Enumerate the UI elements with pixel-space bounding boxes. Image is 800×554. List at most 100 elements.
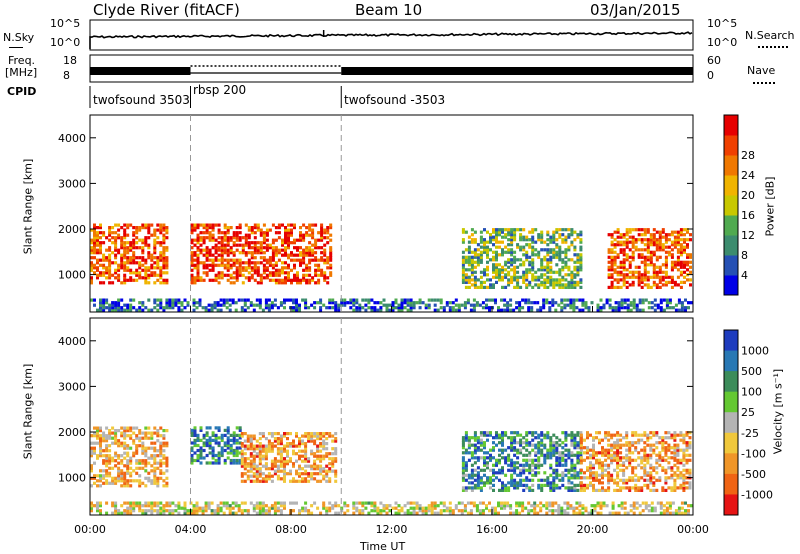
velocity-echo-cell (637, 456, 641, 460)
velocity-echo-cell (540, 451, 544, 455)
power-echo-cell (156, 228, 160, 232)
velocity-echo-cell (611, 506, 615, 510)
velocity-echo-cell (243, 459, 247, 463)
velocity-echo-cell (673, 448, 677, 452)
power-echo-cell (123, 268, 127, 272)
velocity-echo-cell (498, 458, 501, 462)
power-echo-cell (114, 248, 118, 252)
nsearch-tick-high: 10^5 (707, 17, 738, 30)
power-echo-cell (162, 248, 166, 252)
power-echo-cell (293, 241, 296, 245)
velocity-echo-cell (650, 501, 654, 505)
power-echo-cell (622, 250, 626, 254)
power-echo-cell (144, 271, 148, 275)
power-echo-cell (296, 248, 299, 252)
velocity-echo-cell (501, 471, 504, 475)
power-echo-cell (117, 248, 121, 252)
velocity-echo-cell (646, 438, 650, 442)
power-echo-cell (117, 251, 121, 255)
power-echo-cell (283, 301, 286, 305)
velocity-echo-cell (537, 448, 541, 452)
power-echo-cell (525, 275, 529, 279)
power-echo-cell (501, 240, 504, 244)
velocity-echo-cell (673, 446, 677, 450)
power-echo-cell (546, 275, 550, 279)
power-echo-cell (147, 256, 151, 260)
power-echo-cell (126, 261, 130, 265)
power-echo-cell (641, 301, 645, 305)
power-echo-cell (153, 261, 157, 265)
velocity-echo-cell (298, 457, 301, 461)
power-echo-cell (108, 248, 112, 252)
velocity-echo-cell (605, 504, 609, 508)
velocity-echo-cell (159, 449, 163, 453)
velocity-echo-cell (548, 504, 552, 508)
velocity-echo-cell (483, 456, 486, 460)
velocity-echo-cell (141, 451, 145, 455)
power-echo-cell (579, 263, 583, 267)
power-echo-cell (162, 251, 166, 255)
velocity-echo-cell (576, 433, 580, 437)
velocity-echo-cell (150, 479, 154, 483)
velocity-echo-cell (528, 441, 532, 445)
velocity-echo-cell (202, 448, 206, 453)
power-echo-cell (196, 258, 200, 262)
velocity-echo-cell (424, 506, 428, 510)
velocity-echo-cell (611, 504, 615, 508)
velocity-echo-cell (516, 473, 520, 477)
velocity-echo-cell (549, 453, 553, 457)
velocity-echo-cell (495, 458, 498, 462)
velocity-echo-cell (589, 456, 592, 460)
velocity-echo-cell (637, 476, 641, 480)
power-echo-cell (305, 278, 309, 282)
velocity-echo-cell (105, 439, 109, 443)
velocity-echo-cell (258, 504, 262, 508)
velocity-echo-cell (673, 451, 677, 455)
velocity-echo-cell (382, 506, 386, 510)
velocity-echo-cell (156, 454, 160, 458)
power-echo-cell (314, 256, 318, 260)
velocity-echo-cell (322, 477, 326, 481)
power-echo-cell (304, 301, 308, 305)
power-echo-cell (213, 301, 217, 305)
velocity-echo-cell (558, 458, 562, 462)
velocity-echo-cell (147, 436, 151, 440)
velocity-echo-cell (153, 466, 157, 470)
velocity-echo-cell (598, 478, 601, 482)
power-echo-cell (640, 253, 644, 257)
velocity-echo-cell (246, 437, 250, 441)
velocity-echo-cell (601, 468, 604, 472)
power-echo-cell (259, 261, 263, 265)
power-echo-cell (481, 306, 485, 310)
power-echo-cell (126, 258, 130, 262)
power-echo-cell (284, 281, 287, 285)
velocity-echo-cell (652, 481, 656, 485)
velocity-echo-cell (126, 426, 130, 430)
power-echo-cell (558, 248, 562, 252)
velocity-echo-cell (226, 428, 230, 432)
power-echo-cell (105, 248, 109, 252)
velocity-echo-cell (96, 454, 99, 458)
velocity-echo-cell (273, 462, 277, 466)
velocity-echo-cell (289, 457, 292, 461)
power-echo-cell (153, 298, 157, 302)
velocity-echo-cell (123, 446, 127, 450)
power-echo-cell (114, 276, 118, 280)
power-echo-cell (199, 261, 203, 265)
velocity-echo-cell (513, 483, 517, 487)
velocity-echo-cell (504, 458, 508, 462)
velocity-echo-cell (129, 509, 133, 513)
velocity-echo-cell (570, 431, 574, 435)
power-echo-cell (409, 306, 413, 310)
power-echo-cell (244, 251, 248, 255)
power-echo-cell (644, 298, 648, 302)
velocity-echo-cell (298, 449, 301, 453)
velocity-echo-cell (223, 448, 227, 453)
power-echo-cell (513, 273, 517, 277)
power-echo-cell (507, 250, 511, 254)
velocity-echo-cell (129, 426, 133, 430)
power-colorbar-swatch (724, 275, 738, 296)
velocity-echo-cell (367, 501, 371, 505)
velocity-echo-cell (464, 448, 468, 452)
power-echo-cell (522, 263, 526, 267)
